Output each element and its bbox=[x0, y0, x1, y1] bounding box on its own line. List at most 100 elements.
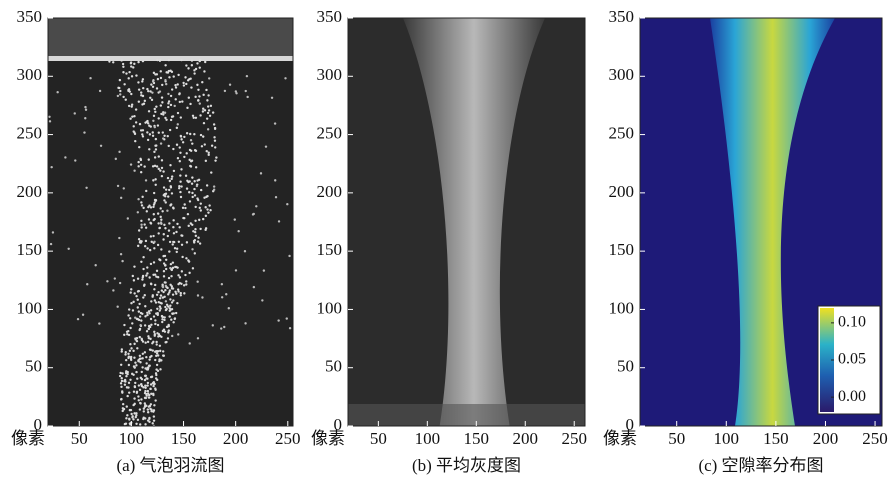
bubble bbox=[166, 71, 170, 74]
bubble bbox=[273, 122, 277, 125]
bubble bbox=[201, 296, 204, 299]
bubble bbox=[174, 290, 177, 293]
bubble bbox=[137, 229, 141, 232]
bubble bbox=[205, 88, 208, 92]
y-tick-label: 350 bbox=[317, 7, 343, 26]
bubble bbox=[173, 317, 176, 321]
bubble bbox=[175, 250, 178, 254]
bubble bbox=[149, 383, 153, 386]
bubble bbox=[185, 241, 189, 244]
bubble bbox=[140, 201, 143, 204]
bubble bbox=[157, 232, 160, 235]
bubble bbox=[152, 393, 155, 397]
bubble bbox=[198, 66, 201, 69]
bubble bbox=[170, 203, 173, 206]
bubble bbox=[144, 341, 147, 344]
bubble bbox=[130, 288, 133, 291]
bubble bbox=[144, 374, 148, 377]
bubble bbox=[127, 104, 131, 108]
bubble bbox=[133, 292, 136, 295]
bubble bbox=[127, 355, 131, 358]
bubble bbox=[152, 213, 155, 216]
bubble bbox=[122, 95, 125, 99]
bubble bbox=[170, 70, 174, 74]
bubble bbox=[213, 126, 217, 130]
bubble bbox=[159, 258, 162, 262]
bubble bbox=[199, 133, 203, 137]
bubble bbox=[89, 77, 92, 80]
y-tick-label: 150 bbox=[609, 240, 635, 259]
bubble bbox=[120, 59, 123, 62]
bubble bbox=[158, 226, 161, 230]
bubble bbox=[148, 324, 151, 328]
y-tick-label: 150 bbox=[317, 240, 343, 259]
bubble bbox=[150, 354, 153, 358]
bubble bbox=[134, 316, 137, 319]
bubble bbox=[196, 197, 199, 200]
bubble bbox=[144, 305, 147, 308]
bubble bbox=[149, 309, 153, 312]
bubble bbox=[160, 218, 163, 221]
bubble bbox=[187, 96, 191, 99]
bubble bbox=[169, 262, 173, 266]
bubble bbox=[131, 415, 134, 418]
bubble bbox=[205, 117, 209, 120]
bubble bbox=[131, 322, 134, 325]
bubble bbox=[137, 384, 141, 387]
bubble bbox=[175, 292, 178, 295]
bubble bbox=[145, 362, 148, 365]
bubble bbox=[194, 219, 197, 222]
bubble bbox=[180, 185, 183, 188]
bubble bbox=[144, 417, 147, 420]
bubble bbox=[152, 261, 156, 264]
bubble bbox=[144, 367, 147, 370]
bubble bbox=[133, 412, 136, 415]
bubble bbox=[116, 94, 120, 98]
bubble bbox=[121, 62, 125, 66]
bubble bbox=[189, 102, 192, 106]
bubble bbox=[150, 300, 153, 303]
bubble bbox=[167, 92, 170, 96]
bubble bbox=[128, 408, 132, 412]
bubble bbox=[172, 147, 175, 151]
bubble bbox=[167, 276, 171, 280]
bubble bbox=[220, 327, 223, 330]
bubble bbox=[148, 133, 152, 136]
bubble bbox=[118, 150, 121, 154]
bubble bbox=[141, 59, 145, 63]
bubble bbox=[178, 100, 182, 104]
bubble bbox=[163, 330, 167, 333]
bubble bbox=[98, 89, 102, 93]
y-tick-label: 50 bbox=[617, 357, 634, 376]
bubble bbox=[171, 287, 175, 290]
bubble bbox=[150, 392, 153, 396]
bubble bbox=[151, 80, 155, 83]
bubble bbox=[135, 422, 138, 425]
bubble bbox=[146, 131, 149, 134]
bubble bbox=[188, 180, 191, 183]
bubble bbox=[146, 311, 149, 314]
bubble bbox=[155, 87, 159, 90]
bubble bbox=[123, 83, 126, 86]
bubble bbox=[139, 171, 143, 174]
bubble bbox=[152, 384, 155, 388]
bubble bbox=[198, 59, 201, 63]
bubble bbox=[171, 261, 175, 264]
bubble bbox=[185, 187, 189, 190]
bubble bbox=[164, 64, 167, 67]
photo bbox=[48, 18, 293, 426]
bubble bbox=[207, 151, 210, 154]
bubble bbox=[220, 296, 224, 299]
y-tick-label: 300 bbox=[609, 65, 635, 84]
bubble bbox=[132, 300, 135, 304]
bubble bbox=[177, 290, 180, 293]
bubble bbox=[147, 396, 151, 399]
bubble bbox=[118, 281, 122, 285]
bubble bbox=[168, 188, 171, 192]
bubble bbox=[153, 156, 157, 159]
bubble bbox=[204, 206, 207, 209]
bubble bbox=[158, 359, 161, 363]
bubble bbox=[180, 282, 183, 285]
bubble bbox=[160, 159, 164, 162]
bubble bbox=[64, 156, 67, 159]
